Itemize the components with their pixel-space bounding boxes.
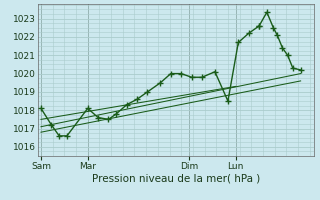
X-axis label: Pression niveau de la mer( hPa ): Pression niveau de la mer( hPa ) xyxy=(92,173,260,183)
